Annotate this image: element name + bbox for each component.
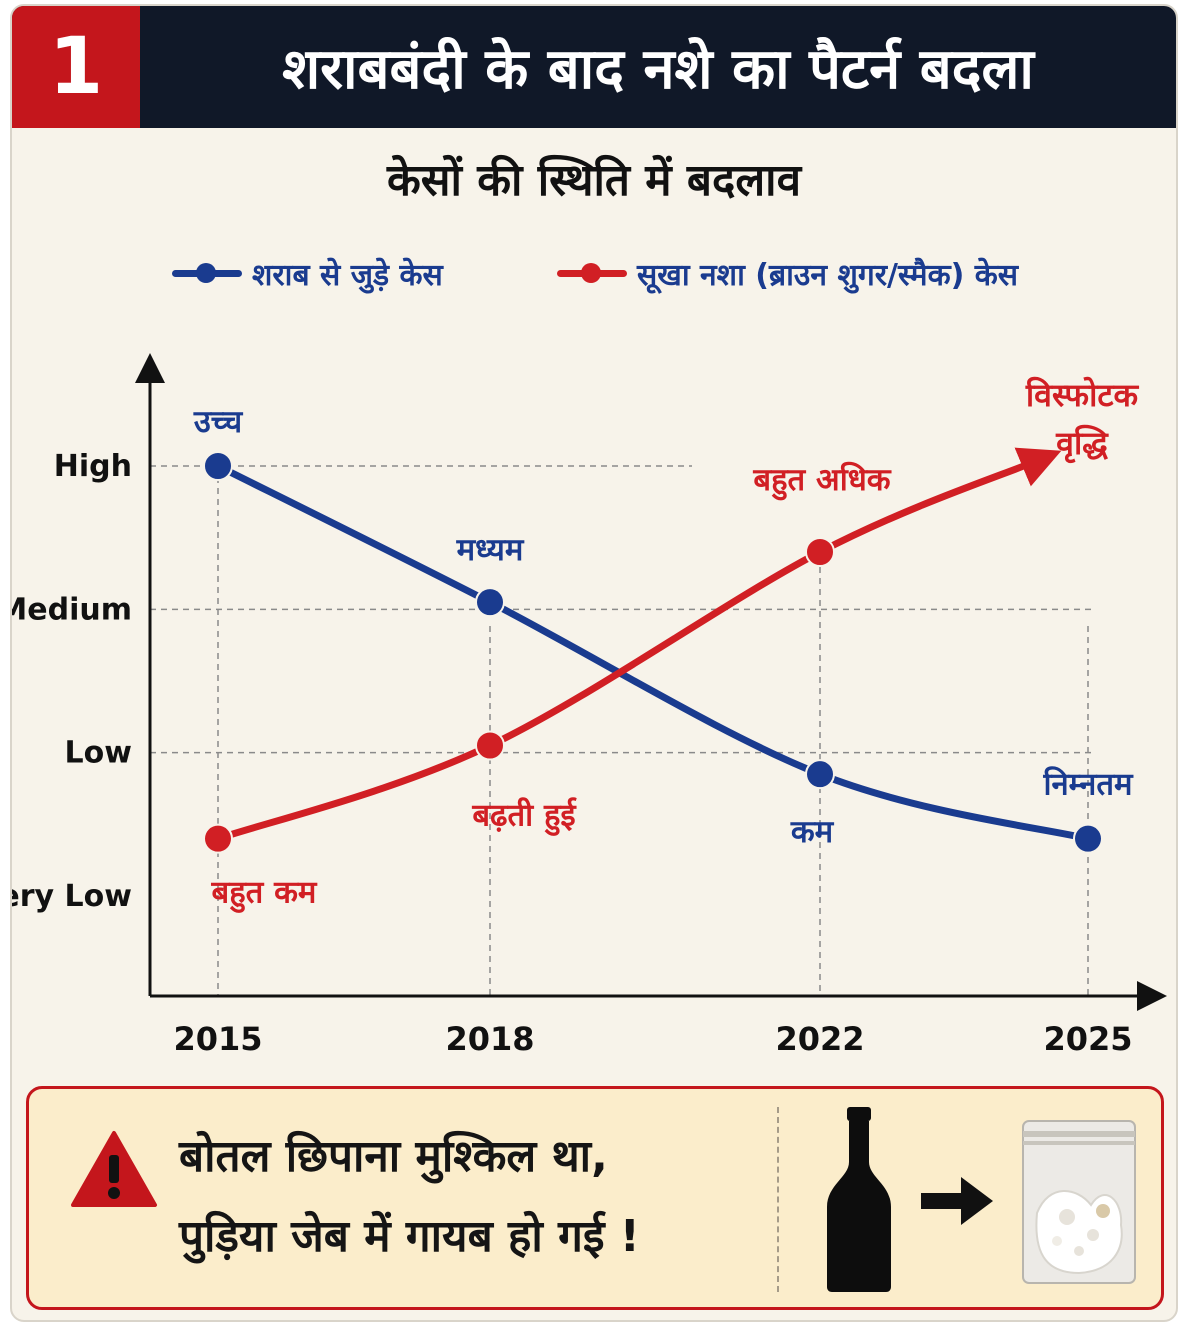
data-point-drugs <box>475 730 505 761</box>
data-point-alcohol <box>203 451 233 481</box>
data-point-drugs <box>805 537 835 567</box>
data-point-alcohol <box>1073 823 1103 854</box>
annotation-line2: वृद्धि <box>1055 424 1109 464</box>
y-tick-label: Very Low <box>12 879 132 914</box>
warning-box: बोतल छिपाना मुश्किल था, पुड़िया जेब में … <box>26 1086 1164 1310</box>
annotation-line1: विस्फोटक <box>1025 376 1140 414</box>
legend-item-alcohol: शराब से जुड़े केस <box>172 248 443 298</box>
series-line-drugs <box>214 447 1062 843</box>
powder-pouch-icon <box>1022 1120 1136 1284</box>
warning-line2: पुड़िया जेब में गायब हो गई ! <box>179 1211 640 1262</box>
x-tick-label: 2018 <box>445 1020 534 1058</box>
legend-item-drugs: सूखा नशा (ब्राउन शुगर/स्मैक) केस <box>557 248 1018 298</box>
legend-swatch-red <box>557 263 627 283</box>
data-point-alcohol <box>475 587 505 618</box>
line-chart: Very Low Low Medium High 2015 2018 2022 2025 उ… <box>12 353 1167 1058</box>
chart-subtitle: केसों की स्थिति में बदलाव <box>386 155 802 206</box>
data-labels: उच्च मध्यम कम निम्नतम बहुत कम बढ़ती हुई बहुत अ… <box>193 404 1134 914</box>
arrow-right-icon <box>921 1177 993 1225</box>
data-label-drugs: बहुत कम <box>211 875 318 914</box>
legend-label-drugs: सूखा नशा (ब्राउन शुगर/स्मैक) केस <box>637 257 1019 293</box>
data-label-alcohol: मध्यम <box>456 532 525 568</box>
y-tick-labels: Very Low Low Medium High <box>12 449 132 914</box>
data-point-drugs <box>203 823 233 854</box>
warning-line1: बोतल छिपाना मुश्किल था, <box>179 1131 608 1182</box>
x-tick-label: 2022 <box>775 1020 864 1058</box>
section-number: 1 <box>12 6 140 128</box>
grid-lines <box>150 465 1092 996</box>
series-line-alcohol <box>214 462 1092 843</box>
warning-text: बोतल छिपाना मुश्किल था, पुड़िया जेब में … <box>179 1117 779 1277</box>
bottle-icon <box>827 1107 891 1292</box>
y-tick-label: Medium <box>12 592 132 627</box>
x-tick-label: 2015 <box>173 1020 262 1058</box>
infographic-card: 1 शराबबंदी के बाद नशे का पैटर्न बदला केस… <box>10 4 1178 1322</box>
x-tick-labels: 2015 2018 2022 2025 <box>173 1020 1132 1058</box>
data-label-alcohol: कम <box>790 814 835 850</box>
legend-label-alcohol: शराब से जुड़े केस <box>252 257 443 293</box>
y-tick-label: High <box>54 449 132 484</box>
x-tick-label: 2025 <box>1043 1020 1132 1058</box>
data-point-alcohol <box>805 759 835 790</box>
divider <box>777 1107 779 1292</box>
data-label-alcohol: निम्नतम <box>1042 766 1134 803</box>
series-lines <box>203 447 1103 854</box>
data-label-drugs: बढ़ती हुई <box>471 797 577 837</box>
data-label-drugs: बहुत अधिक <box>752 461 891 501</box>
y-tick-label: Low <box>65 736 132 771</box>
legend-swatch-blue <box>172 263 242 283</box>
warning-triangle-icon <box>71 1131 157 1207</box>
data-label-alcohol: उच्च <box>193 404 244 440</box>
header-bar: 1 शराबबंदी के बाद नशे का पैटर्न बदला <box>12 6 1176 128</box>
page-title: शराबबंदी के बाद नशे का पैटर्न बदला <box>282 37 1034 102</box>
